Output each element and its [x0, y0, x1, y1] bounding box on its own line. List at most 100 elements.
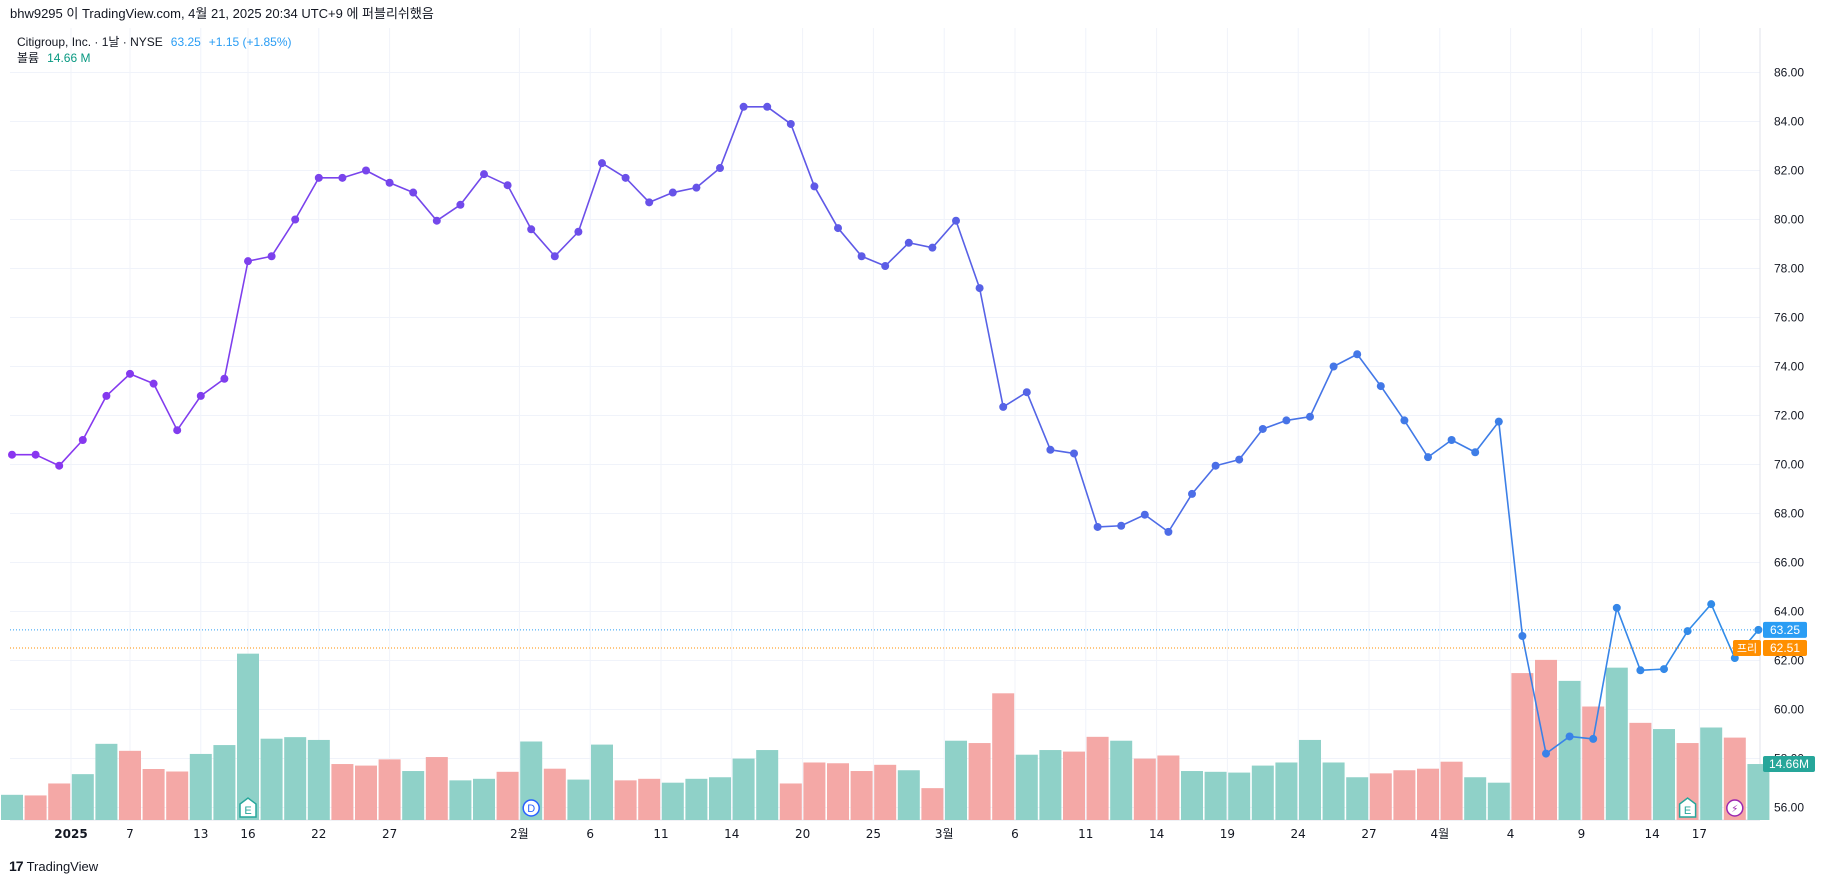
x-tick-label: 17: [1692, 827, 1707, 841]
y-tick-label: 82.00: [1774, 164, 1804, 178]
y-tick-label: 84.00: [1774, 115, 1804, 129]
price-point: [456, 200, 465, 209]
price-line-segment: [412, 191, 438, 222]
price-line-segment: [1521, 635, 1547, 755]
price-line-segment: [1498, 420, 1524, 637]
price-point: [362, 166, 370, 175]
volume-bar: [1157, 755, 1180, 820]
price-point: [1636, 666, 1645, 675]
volume-bar: [331, 764, 354, 820]
volume-bar: [756, 750, 779, 820]
volume-bar: [850, 771, 873, 820]
earnings-icon: [1678, 797, 1697, 818]
price-point: [645, 198, 654, 207]
x-tick-label: 6: [1011, 827, 1019, 841]
x-tick-label: 14: [1645, 827, 1660, 841]
volume-bar: [661, 782, 684, 820]
volume-bar: [685, 778, 708, 820]
price-point: [314, 173, 323, 182]
volume-bar: [614, 780, 637, 820]
volume-bar: [1511, 673, 1534, 820]
price-point: [857, 252, 866, 261]
price-point: [1093, 522, 1102, 531]
x-tick-label: 25: [866, 827, 881, 841]
price-line-segment: [1663, 630, 1689, 670]
price-line-segment: [1380, 385, 1406, 422]
y-tick-label: 72.00: [1774, 409, 1804, 423]
price-point: [1400, 416, 1409, 425]
price-point: [1258, 424, 1267, 433]
price-line-segment: [294, 177, 320, 221]
price-line-segment: [1073, 452, 1099, 528]
price-line-segment: [1710, 603, 1736, 659]
tradingview-logo-icon: 17: [9, 858, 24, 874]
price-point: [220, 374, 229, 383]
legend-volume-label[interactable]: 볼륨: [17, 51, 40, 65]
volume-bar: [1700, 727, 1723, 820]
volume-bar: [1204, 771, 1227, 820]
volume-bar: [1015, 754, 1038, 820]
x-tick-label: 19: [1220, 827, 1235, 841]
price-point: [527, 225, 536, 234]
volume-bar: [496, 771, 519, 820]
volume-bar: [260, 738, 283, 820]
price-point: [1612, 603, 1621, 612]
volume-bar: [355, 765, 377, 820]
volume-bar: [1346, 777, 1369, 820]
volume-bar: [1110, 740, 1133, 820]
price-point: [55, 461, 64, 470]
price-line-segment: [671, 186, 698, 194]
x-tick-label: 4: [1507, 827, 1515, 841]
x-tick-label: 4월: [1430, 827, 1449, 841]
x-tick-label: 13: [193, 827, 208, 841]
price-line-segment: [506, 184, 533, 231]
volume-bar: [166, 771, 189, 820]
price-point: [786, 119, 795, 128]
price-point: [480, 170, 488, 179]
price-line-segment: [223, 260, 249, 380]
price-point: [1046, 445, 1055, 454]
price-point: [928, 243, 937, 252]
volume-bar: [237, 653, 259, 820]
x-tick-label: 2025: [54, 827, 87, 841]
price-point: [291, 215, 300, 224]
volume-bar: [1629, 722, 1652, 820]
price-line-segment: [1450, 439, 1476, 454]
price-line-segment: [58, 439, 84, 467]
y-tick-label: 62.00: [1774, 654, 1804, 668]
price-point: [1140, 510, 1149, 519]
volume-bar: [1393, 770, 1416, 820]
volume-bar: [1653, 729, 1675, 820]
x-tick-label: 27: [1361, 827, 1376, 841]
price-line-segment: [1403, 419, 1429, 458]
volume-badge-label: 14.66M: [1769, 757, 1809, 771]
y-tick-label: 74.00: [1774, 360, 1804, 374]
tradingview-footer[interactable]: 17 TradingView: [9, 858, 98, 874]
price-line-segment: [719, 106, 745, 169]
price-point: [1730, 654, 1739, 663]
publish-header-text: bhw9295 이 TradingView.com, 4월 21, 2025 2…: [10, 6, 434, 21]
price-line-segment: [1002, 391, 1028, 408]
earnings-icon: [239, 797, 257, 818]
split-lightning-icon: [1726, 799, 1744, 817]
price-line-segment: [129, 373, 155, 385]
x-tick-label: 11: [653, 827, 668, 841]
price-line-segment: [624, 177, 651, 204]
volume-bar: [189, 753, 212, 820]
volume-bar: [1582, 706, 1605, 820]
volume-bar: [1275, 762, 1298, 820]
price-line-segment: [1686, 603, 1712, 632]
price-line-segment: [695, 167, 721, 189]
price-line-segment: [1026, 391, 1052, 451]
price-line-segment: [1120, 513, 1146, 527]
legend-symbol[interactable]: Citigroup, Inc. · 1날 · NYSE: [17, 35, 163, 49]
volume-bar: [1063, 751, 1085, 820]
volume-bar: [945, 740, 967, 820]
x-tick-label: 6: [586, 827, 594, 841]
price-point: [432, 216, 441, 225]
volume-bar: [284, 737, 307, 820]
x-tick-label: 27: [382, 827, 397, 841]
price-line-segment: [530, 228, 556, 258]
volume-bar: [968, 743, 991, 820]
